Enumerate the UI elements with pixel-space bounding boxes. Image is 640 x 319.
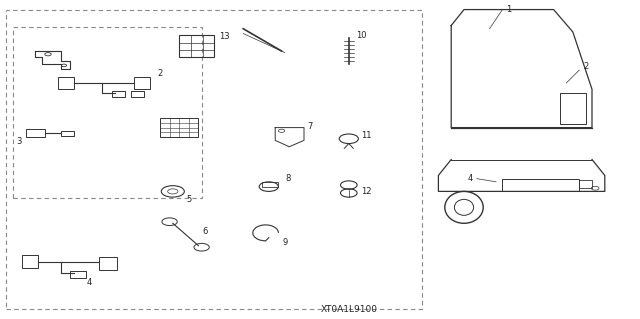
Bar	[134, 77, 150, 89]
Bar	[22, 255, 38, 268]
Text: 8: 8	[285, 174, 291, 183]
Text: 5: 5	[186, 195, 191, 204]
Bar	[26, 129, 45, 137]
Text: 9: 9	[282, 238, 287, 247]
Bar	[112, 91, 125, 97]
Bar	[579, 180, 592, 188]
Text: XT0A1L9100: XT0A1L9100	[320, 305, 378, 314]
Text: 10: 10	[356, 31, 367, 40]
Text: 12: 12	[361, 187, 371, 196]
Text: 3: 3	[17, 137, 22, 146]
Bar	[502, 179, 579, 191]
Bar	[160, 118, 198, 137]
Text: 11: 11	[361, 131, 371, 140]
Text: 4: 4	[87, 278, 92, 287]
Bar	[58, 77, 74, 89]
Text: 4: 4	[468, 174, 473, 183]
Bar	[70, 271, 86, 278]
Text: 6: 6	[202, 227, 207, 236]
Bar	[61, 131, 74, 136]
Text: 13: 13	[219, 32, 229, 41]
Bar	[6, 10, 422, 309]
Text: 1: 1	[506, 5, 511, 14]
Bar	[13, 27, 202, 198]
Text: 7: 7	[308, 122, 313, 130]
Text: 2: 2	[583, 63, 588, 71]
Bar	[99, 257, 117, 270]
Bar	[179, 35, 214, 57]
Bar	[262, 182, 278, 187]
Bar	[131, 91, 144, 97]
Text: 2: 2	[157, 69, 163, 78]
Bar	[560, 93, 586, 124]
